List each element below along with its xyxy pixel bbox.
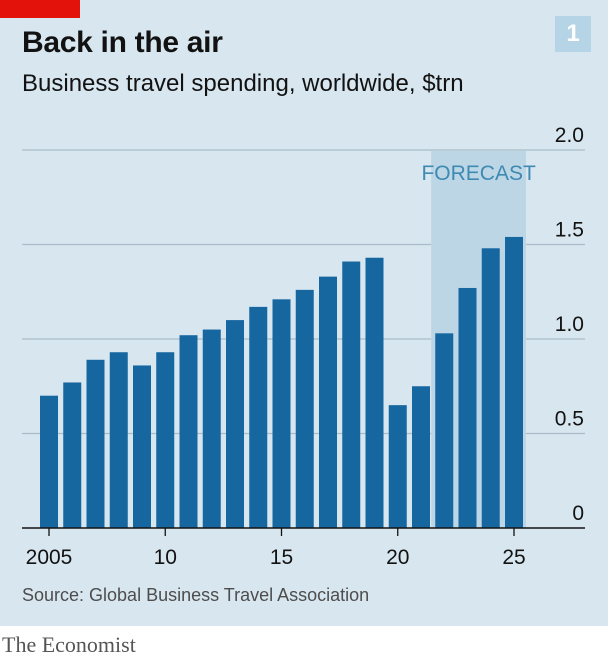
- tick-labels: 0 0.5 1.0 1.5 2.0 2005 10 15 20 25: [26, 124, 584, 569]
- bar-2018: [342, 261, 361, 528]
- source-note: Source: Global Business Travel Associati…: [22, 585, 370, 605]
- chart-subtitle: Business travel spending, worldwide, $tr…: [22, 70, 464, 97]
- bar-2019: [365, 257, 384, 528]
- y-tick-label-0.5: 0.5: [555, 408, 584, 431]
- bar-2016: [295, 289, 314, 528]
- bar-2017: [319, 276, 337, 528]
- bar-2020: [388, 405, 407, 528]
- bar-2015: [272, 299, 291, 528]
- bar-2022: [435, 333, 454, 528]
- y-tick-label-2.0: 2.0: [555, 124, 584, 147]
- y-tick-label-1.0: 1.0: [555, 313, 584, 336]
- chart-number-badge: 1: [555, 16, 591, 52]
- bar-2014: [249, 306, 268, 528]
- bar-2013: [226, 320, 244, 528]
- x-tick-label-10: 10: [154, 546, 177, 569]
- x-tick-label-25: 25: [502, 546, 525, 569]
- bar-2021: [412, 386, 430, 528]
- forecast-label: FORECAST: [421, 162, 536, 185]
- x-tick-label-20: 20: [386, 546, 409, 569]
- bar-2006: [63, 382, 82, 528]
- brand-logo-text: The Economist: [2, 632, 136, 657]
- x-tick-label-15: 15: [270, 546, 293, 569]
- bars: [40, 236, 523, 528]
- bar-2025: [505, 236, 523, 528]
- axes: [22, 527, 585, 536]
- chart-title: Back in the air: [22, 26, 223, 59]
- bar-2008: [109, 352, 128, 528]
- brand-red-tag: [0, 0, 80, 18]
- bar-2005: [40, 395, 58, 528]
- x-tick-label-2005: 2005: [26, 546, 73, 569]
- bar-2010: [156, 352, 175, 528]
- bar-2009: [133, 365, 151, 528]
- bar-2011: [179, 335, 198, 528]
- bar-2007: [86, 359, 105, 528]
- bar-2024: [481, 248, 500, 528]
- y-tick-label-1.5: 1.5: [555, 219, 584, 242]
- bar-2012: [202, 329, 221, 528]
- y-tick-label-0: 0: [572, 502, 584, 525]
- bar-2023: [458, 287, 477, 528]
- bar-chart: FORECAST 0 0.5 1.0 1.5 2.0 2005 10 15 20 25: [22, 124, 585, 569]
